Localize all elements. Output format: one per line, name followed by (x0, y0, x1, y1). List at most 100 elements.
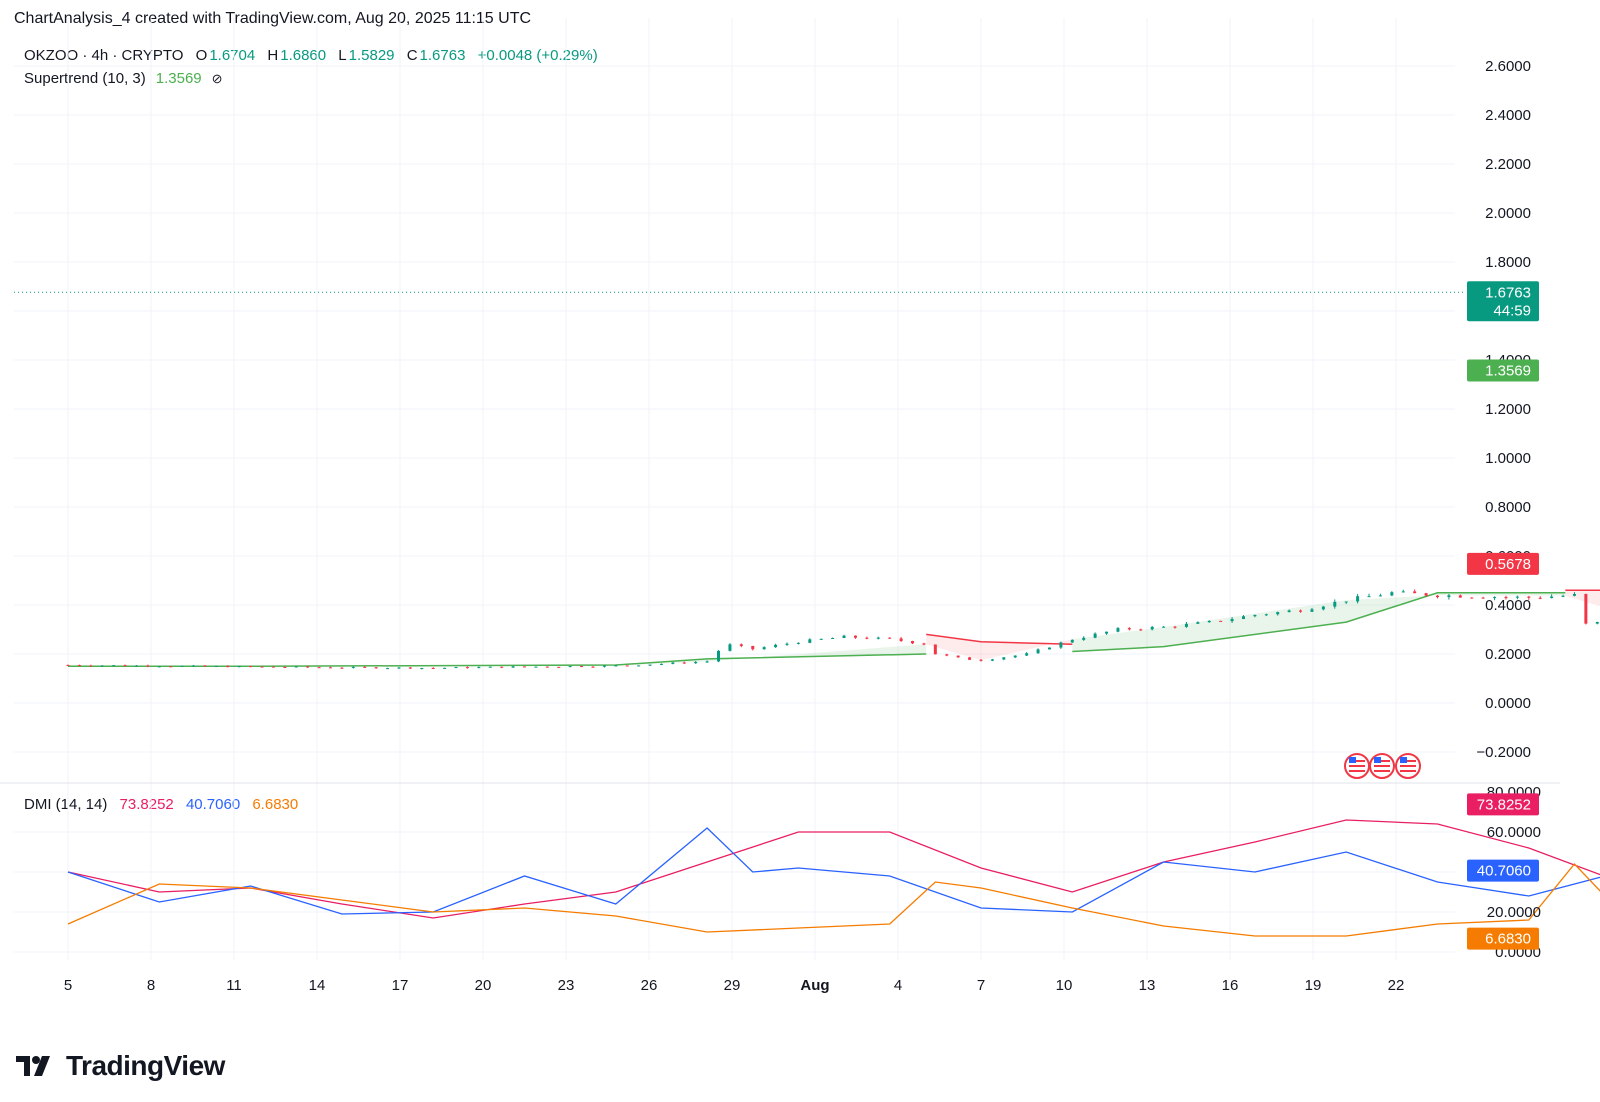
candle-body (1184, 623, 1188, 627)
candle-body (340, 667, 344, 669)
candle-body (431, 667, 435, 669)
candle-body (899, 638, 903, 642)
candle-body (1127, 628, 1131, 630)
dmi-tick-label: 60.0000 (1487, 824, 1541, 841)
candle-body (762, 647, 766, 650)
candle-body (545, 666, 549, 668)
change-value: +0.0048 (+0.29%) (477, 47, 598, 64)
time-label: 26 (641, 977, 658, 994)
candle-body (728, 644, 732, 651)
candle-body (831, 638, 835, 640)
candle-body (1504, 597, 1508, 599)
tradingview-logo[interactable]: TradingView (16, 1050, 225, 1082)
candle-body (1413, 591, 1417, 594)
candle-body (500, 666, 504, 668)
candle-body (1173, 626, 1177, 628)
candle-body (945, 654, 949, 656)
time-label: 7 (977, 977, 985, 994)
candle-body (1139, 629, 1143, 631)
candle-body (1436, 595, 1439, 598)
candle-body (1470, 597, 1474, 599)
price-tick-label: 2.2000 (1485, 156, 1531, 173)
price-tick-label: 2.0000 (1485, 205, 1531, 222)
plus-di-badge-bg (1467, 859, 1539, 882)
candle-body (306, 666, 310, 668)
supertrend-legend[interactable]: Supertrend (10, 3) 1.3569 ⊘ (24, 70, 225, 87)
hidden-eye-icon[interactable]: ⊘ (211, 71, 223, 86)
symbol-name: OKZOO · 4h · CRYPTO (24, 47, 184, 64)
candle-body (1595, 621, 1599, 624)
candle-body (1481, 597, 1485, 599)
supertrend-line (1072, 592, 1566, 653)
candle-body (1367, 596, 1371, 598)
candle-body (351, 666, 355, 668)
candle-body (1424, 593, 1428, 596)
supertrend-line (926, 633, 1073, 645)
event-flags[interactable] (1344, 753, 1421, 779)
time-label: 20 (475, 977, 492, 994)
candle-body (1162, 626, 1166, 628)
supertrend-badge-text: 1.3569 (1485, 363, 1531, 380)
candle-body (157, 666, 161, 668)
candle-body (1082, 637, 1086, 640)
adx-value: 73.8252 (119, 796, 174, 813)
candle-body (523, 666, 526, 668)
candle-body (66, 665, 70, 667)
tradingview-logo-icon (16, 1056, 50, 1076)
candle-body (249, 666, 253, 668)
candle-body (1059, 642, 1063, 648)
candle-body (1219, 620, 1223, 622)
candle-body (1321, 606, 1325, 610)
dmi-label: DMI (14, 14) (24, 796, 108, 813)
candle-body (1447, 595, 1451, 598)
candle-body (454, 667, 458, 669)
dmi-tick-label: 20.0000 (1487, 904, 1541, 921)
time-label: 4 (894, 977, 902, 994)
candle-body (1458, 595, 1462, 598)
candle-body (443, 667, 447, 669)
price-axis[interactable]: 2.60002.40002.20002.00001.80001.40001.20… (1476, 58, 1531, 761)
time-label: 8 (147, 977, 155, 994)
time-axis[interactable]: 5 8 11 14 17 20 23 26 29 Aug 4 7 10 13 16 19 22 (64, 977, 1405, 994)
supertrend-area (68, 644, 927, 667)
plus-di-value: 40.7060 (185, 796, 241, 813)
candle-body (317, 667, 321, 669)
candle-body (1538, 597, 1542, 599)
candle-body (637, 665, 641, 667)
grid (14, 18, 1455, 960)
candle-body (580, 666, 584, 668)
candle-body (146, 665, 150, 667)
chart-caption: ChartAnalysis_4 created with TradingView… (14, 10, 532, 27)
candle-body (1093, 633, 1097, 638)
time-label: 16 (1222, 977, 1239, 994)
price-tick-label: 0.8000 (1485, 499, 1531, 516)
candle-body (271, 666, 275, 668)
candle-body (408, 667, 412, 669)
candle-body (169, 666, 173, 668)
candle-body (1572, 593, 1576, 596)
last-price-badge-text: 1.6763 (1485, 284, 1531, 301)
minus-di-badge-text: 6.6830 (1485, 931, 1531, 948)
candle-body (192, 665, 196, 667)
candle-body (1493, 597, 1497, 599)
candle-body (1333, 601, 1337, 607)
dmi-line-di (67, 863, 1600, 937)
candle-body (956, 655, 960, 658)
candle-body (237, 666, 241, 668)
supertrend-area (926, 634, 1073, 661)
dmi-legend[interactable]: DMI (14, 14) 73.8252 40.7060 6.6830 (24, 796, 300, 813)
adx-badge-text: 73.8252 (1477, 796, 1531, 813)
price-tick-label: 2.4000 (1485, 107, 1531, 124)
candle-body (1276, 612, 1280, 615)
candle-body (214, 665, 218, 667)
candle-body (203, 665, 207, 667)
brand-name: TradingView (66, 1050, 225, 1081)
candle-body (933, 644, 937, 655)
candle-body (602, 665, 606, 667)
candle-body (568, 666, 572, 668)
time-label: 13 (1139, 977, 1156, 994)
candle-body (968, 657, 972, 660)
candle-body (477, 667, 481, 669)
